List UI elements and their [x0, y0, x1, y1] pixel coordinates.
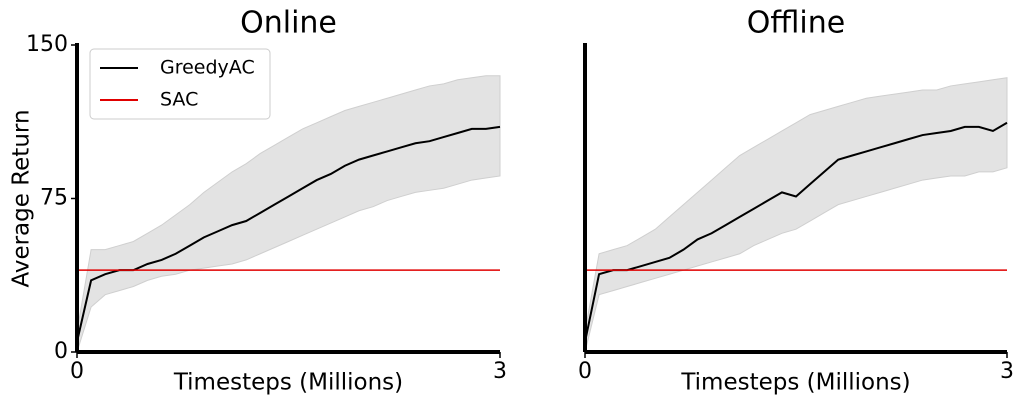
y-tick-label: 75 [40, 186, 68, 211]
plot: Offline Timesteps (Millions) 0 3 [578, 6, 1014, 396]
series-line [584, 121, 1008, 342]
plot: Online Timesteps (Millions) Average Return… [9, 6, 508, 396]
x-tick-label: 0 [578, 359, 592, 384]
legend-box [89, 48, 271, 120]
legend-label: GreedyAC [160, 57, 255, 79]
y-axis-label: Average Return [9, 109, 35, 287]
confidence-band [584, 77, 1008, 353]
series-line [76, 125, 501, 342]
legend-label: SAC [160, 89, 198, 111]
y-tick-label: 150 [26, 32, 68, 57]
y-tick-label: 0 [54, 339, 68, 364]
x-axis-label: Timesteps (Millions) [680, 370, 910, 396]
x-tick-label: 3 [1000, 359, 1014, 384]
confidence-band [76, 75, 501, 353]
x-tick-label: 3 [493, 359, 507, 384]
x-axis-label: Timesteps (Millions) [173, 370, 403, 396]
x-tick-label: 0 [70, 359, 84, 384]
chart-title: Online [240, 6, 337, 41]
chart-title: Offline [747, 6, 845, 41]
